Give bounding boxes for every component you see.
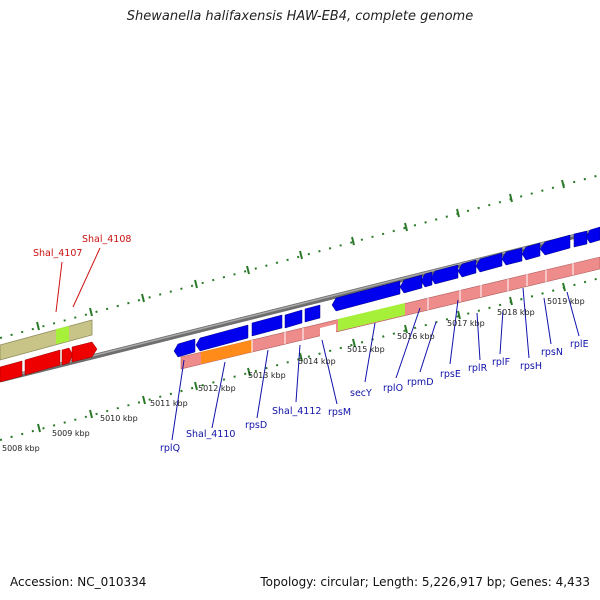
scale-label: 5016 kbp bbox=[397, 332, 435, 341]
gene-label: rplF bbox=[492, 357, 510, 368]
scale-label: 5019 kbp bbox=[547, 297, 585, 306]
map-title: Shewanella halifaxensis HAW-EB4, complet… bbox=[126, 9, 474, 24]
gene-label: rpsM bbox=[328, 407, 351, 418]
gene-label: rpsN bbox=[541, 347, 563, 358]
gene-label: rplR bbox=[468, 363, 488, 374]
upper-scale-ticks bbox=[0, 174, 600, 339]
gene-label: rplQ bbox=[160, 443, 180, 454]
scale-label: 5018 kbp bbox=[497, 308, 535, 317]
top-gene-labels[interactable]: Shal_4107 Shal_4108 bbox=[33, 234, 131, 259]
gene-label: rplO bbox=[383, 383, 403, 394]
scale-label: 5010 kbp bbox=[100, 414, 138, 423]
gene-label: rpsD bbox=[245, 420, 267, 431]
scale-labels: 5008 kbp 5009 kbp 5010 kbp 5011 kbp 5012… bbox=[2, 297, 585, 453]
bottom-label-leaders bbox=[171, 287, 580, 441]
scale-label: 5013 kbp bbox=[248, 371, 286, 380]
lower-major-ticks bbox=[37, 282, 566, 433]
accession-text: Accession: NC_010334 bbox=[10, 575, 147, 589]
scale-label: 5009 kbp bbox=[52, 429, 90, 438]
scale-label: 5014 kbp bbox=[298, 357, 336, 366]
gene-label: rplE bbox=[570, 339, 589, 350]
gene-label: Shal_4110 bbox=[186, 429, 235, 440]
top-label-leaders bbox=[55, 247, 101, 313]
gene-label: Shal_4112 bbox=[272, 406, 321, 417]
scale-label: 5011 kbp bbox=[150, 399, 188, 408]
lower-scale-ticks bbox=[0, 277, 600, 441]
gene-label-shal-4107: Shal_4107 bbox=[33, 248, 82, 259]
upper-major-ticks bbox=[36, 179, 565, 331]
scale-label: 5012 kbp bbox=[198, 384, 236, 393]
left-olive-band[interactable] bbox=[0, 319, 93, 361]
bottom-gene-labels[interactable]: rplQ Shal_4110 rpsD Shal_4112 rpsM secY … bbox=[160, 339, 589, 454]
scale-label: 5017 kbp bbox=[447, 319, 485, 328]
rpsd-orange-segment bbox=[201, 340, 252, 364]
scale-label: 5008 kbp bbox=[2, 444, 40, 453]
minus-strand-band[interactable] bbox=[180, 256, 600, 370]
scale-label: 5015 kbp bbox=[347, 345, 385, 354]
left-minus-cds[interactable] bbox=[0, 341, 98, 383]
secy-green-segment bbox=[338, 303, 405, 331]
shal-4108-segment bbox=[56, 326, 69, 344]
plus-strand-cds[interactable] bbox=[173, 226, 600, 358]
gene-label-shal-4108: Shal_4108 bbox=[82, 234, 131, 245]
gene-label: rpsH bbox=[520, 361, 542, 372]
genome-summary-text: Topology: circular; Length: 5,226,917 bp… bbox=[260, 575, 590, 589]
gene-label: rpsE bbox=[440, 369, 461, 380]
gene-label: secY bbox=[350, 388, 372, 399]
gene-label: rpmD bbox=[407, 377, 434, 388]
